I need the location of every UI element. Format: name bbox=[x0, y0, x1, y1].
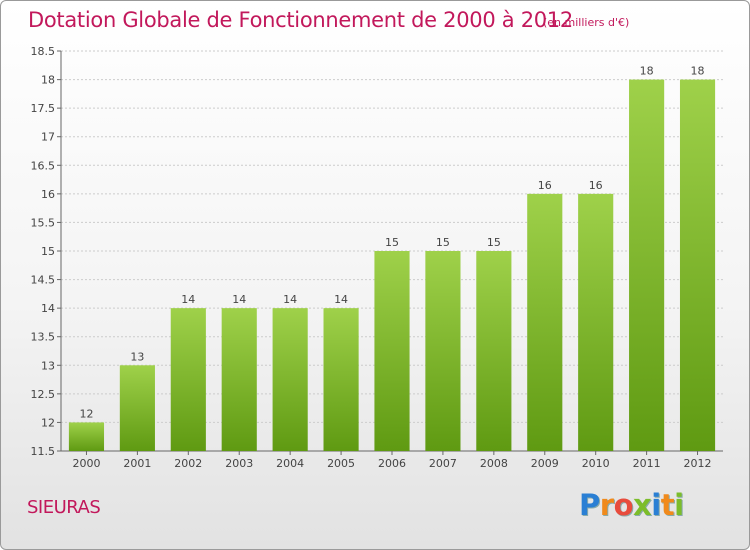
bars bbox=[68, 79, 716, 452]
logo-letter: o bbox=[613, 488, 634, 522]
chart-subtitle: (en milliers d'€) bbox=[543, 16, 630, 29]
data-label: 16 bbox=[538, 179, 552, 192]
y-tick-label: 16.5 bbox=[31, 159, 56, 172]
y-tick-label: 17.5 bbox=[31, 102, 56, 115]
x-tick-label: 2008 bbox=[480, 457, 508, 470]
data-label: 14 bbox=[181, 293, 195, 306]
y-tick-label: 18.5 bbox=[31, 45, 56, 58]
x-tick-label: 2003 bbox=[225, 457, 253, 470]
bar bbox=[578, 193, 614, 451]
data-label: 18 bbox=[640, 65, 654, 78]
logo-letter: t bbox=[660, 488, 675, 522]
labels: 11.5 12 12.5 13 13.5 14 14.5 15 15.5 16 16.5 17 17.5… bbox=[31, 45, 712, 470]
data-label: 12 bbox=[79, 407, 93, 420]
data-label: 13 bbox=[130, 350, 144, 363]
data-label: 15 bbox=[487, 236, 501, 249]
x-tick-label: 2004 bbox=[276, 457, 304, 470]
data-label: 15 bbox=[436, 236, 450, 249]
bar bbox=[221, 308, 257, 451]
logo-letter: P bbox=[579, 488, 600, 522]
y-tick-label: 18 bbox=[41, 74, 55, 87]
x-tick-label: 2000 bbox=[72, 457, 100, 470]
bar bbox=[68, 422, 105, 451]
y-tick-label: 14.5 bbox=[31, 274, 56, 287]
logo-letter: x bbox=[633, 488, 652, 522]
bar bbox=[119, 365, 155, 451]
y-tick-label: 13 bbox=[41, 359, 55, 372]
commune-name: SIEURAS bbox=[27, 497, 101, 518]
proxiti-logo: Proxiti bbox=[579, 488, 684, 522]
data-label: 14 bbox=[334, 293, 348, 306]
bar bbox=[679, 79, 716, 452]
x-tick-label: 2012 bbox=[684, 457, 712, 470]
y-tick-label: 17 bbox=[41, 131, 55, 144]
bar bbox=[425, 251, 461, 451]
x-tick-label: 2009 bbox=[531, 457, 559, 470]
logo-letter: i bbox=[674, 488, 684, 522]
y-tick-label: 16 bbox=[41, 188, 55, 201]
y-tick-label: 11.5 bbox=[31, 445, 56, 458]
logo-letter: r bbox=[599, 488, 614, 522]
chart-title: Dotation Globale de Fonctionnement de 20… bbox=[28, 8, 573, 32]
bar bbox=[476, 251, 512, 451]
bar bbox=[374, 251, 410, 451]
bar bbox=[323, 308, 359, 451]
y-tick-label: 12 bbox=[41, 416, 55, 429]
bar bbox=[527, 193, 563, 451]
y-tick-label: 15 bbox=[41, 245, 55, 258]
bar bbox=[629, 79, 665, 452]
x-tick-label: 2001 bbox=[123, 457, 151, 470]
y-tick-label: 13.5 bbox=[31, 331, 56, 344]
x-tick-label: 2011 bbox=[633, 457, 661, 470]
x-tick-label: 2007 bbox=[429, 457, 457, 470]
bar bbox=[272, 308, 308, 451]
bar bbox=[170, 308, 206, 451]
y-tick-label: 12.5 bbox=[31, 388, 56, 401]
x-tick-label: 2002 bbox=[174, 457, 202, 470]
x-tick-label: 2006 bbox=[378, 457, 406, 470]
y-tick-label: 15.5 bbox=[31, 216, 56, 229]
data-label: 14 bbox=[283, 293, 297, 306]
x-tick-label: 2010 bbox=[582, 457, 610, 470]
y-tick-label: 14 bbox=[41, 302, 55, 315]
x-tick-label: 2005 bbox=[327, 457, 355, 470]
data-label: 14 bbox=[232, 293, 246, 306]
data-label: 18 bbox=[691, 65, 705, 78]
logo-letter: i bbox=[651, 488, 661, 522]
data-label: 16 bbox=[589, 179, 603, 192]
data-label: 15 bbox=[385, 236, 399, 249]
